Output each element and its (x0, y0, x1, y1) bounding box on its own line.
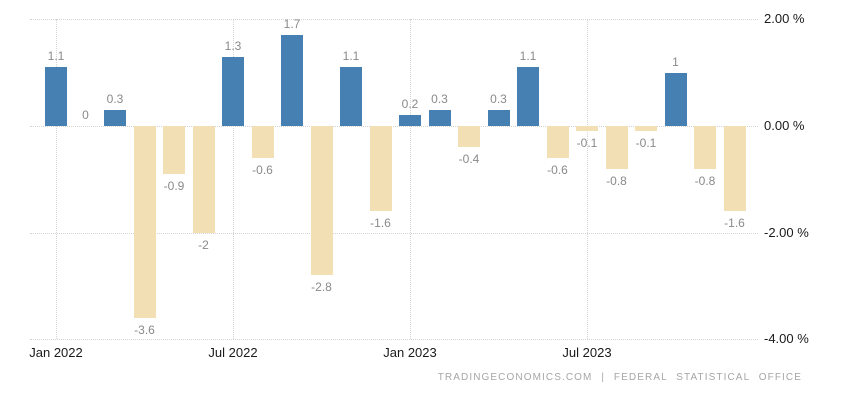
bar[interactable] (104, 110, 126, 126)
bar[interactable] (723, 126, 746, 212)
bar-value-label: -0.4 (458, 152, 480, 167)
bar-value-label: -0.6 (252, 162, 273, 177)
x-gridline (410, 19, 411, 340)
bar-value-label: 0.2 (401, 97, 419, 112)
x-axis-tick-label: Jan 2022 (29, 345, 83, 361)
attribution-text: TRADINGECONOMICS.COM | FEDERAL STATISTIC… (437, 372, 802, 383)
y-axis-tick-label: 2.00 % (764, 11, 805, 27)
bar[interactable] (399, 115, 421, 126)
bar[interactable] (45, 67, 67, 126)
y-gridline (30, 126, 758, 127)
bar-value-label: 0.3 (490, 92, 507, 106)
x-gridline (233, 19, 234, 340)
x-axis-tick-label: Jan 2023 (383, 345, 437, 361)
y-gridline (30, 339, 758, 341)
y-axis-tick-label: -2.00 % (764, 224, 809, 240)
bar[interactable] (546, 126, 569, 158)
y-gridline (30, 19, 758, 21)
bar[interactable] (428, 110, 451, 126)
y-axis-tick-label: 0.00 % (764, 118, 805, 133)
x-axis-tick-label: Jul 2022 (208, 345, 258, 361)
bar-value-label: -0.1 (576, 136, 598, 151)
x-axis-tick-label: Jul 2023 (562, 345, 612, 361)
bar-value-label: 0 (82, 108, 89, 122)
bar-value-label: -0.1 (635, 136, 657, 151)
bar[interactable] (310, 126, 333, 276)
x-gridline (587, 19, 588, 340)
bar-value-label: 1.7 (283, 17, 301, 32)
bar[interactable] (281, 35, 303, 126)
bar-value-label: -1.6 (724, 216, 745, 231)
bar[interactable] (635, 126, 657, 132)
bar[interactable] (487, 110, 510, 126)
bar[interactable] (517, 67, 539, 126)
bar-value-label: -0.8 (606, 173, 627, 188)
bar[interactable] (133, 126, 156, 318)
bar[interactable] (605, 126, 628, 169)
bar-value-label: -1.6 (370, 216, 391, 231)
bar-value-label: 1.1 (519, 49, 537, 64)
x-gridline (56, 19, 57, 340)
bar-value-label: -2 (198, 237, 209, 252)
bar-value-label: -0.6 (547, 162, 568, 177)
y-gridline (30, 232, 758, 234)
bar-value-label: 0.3 (106, 92, 124, 106)
bar-value-label: -0.9 (163, 178, 185, 193)
bar[interactable] (251, 126, 274, 158)
bar-value-label: 1 (672, 54, 679, 69)
y-axis-tick-label: -4.00 % (764, 331, 809, 347)
bar[interactable] (163, 126, 185, 174)
bar[interactable] (576, 126, 598, 132)
bar-value-label: -2.8 (311, 280, 332, 295)
bar[interactable] (664, 72, 687, 126)
bar[interactable] (694, 126, 716, 169)
bar-value-label: 1.1 (342, 49, 360, 64)
bar[interactable] (222, 56, 244, 126)
bar[interactable] (458, 126, 480, 148)
bar-value-label: 1.3 (224, 38, 242, 53)
bar[interactable] (369, 126, 392, 212)
bar-value-label: -3.6 (134, 322, 155, 337)
bar[interactable] (340, 67, 362, 126)
bar[interactable] (192, 126, 215, 233)
bar-value-label: 1.1 (47, 49, 65, 64)
bar-value-label: 0.3 (431, 92, 448, 106)
bar-value-label: -0.8 (694, 173, 716, 188)
